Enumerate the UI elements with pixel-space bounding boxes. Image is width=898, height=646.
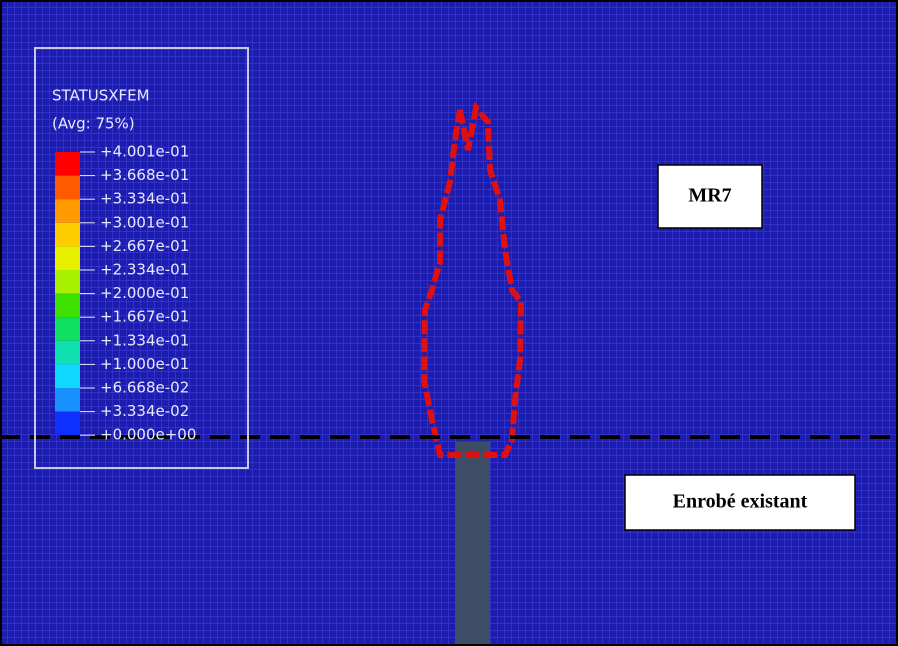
legend-swatch [55, 270, 80, 294]
legend-swatch [55, 293, 80, 318]
legend-swatch [55, 364, 80, 388]
annotation-box [657, 164, 763, 229]
legend-label: +2.667e-01 [100, 237, 189, 255]
legend-label: +1.667e-01 [100, 308, 189, 326]
legend-swatch [55, 199, 80, 223]
annotation-box [624, 474, 856, 531]
legend-label: +3.001e-01 [100, 213, 189, 231]
legend-label: +1.334e-01 [100, 331, 189, 349]
legend-swatch [55, 317, 80, 341]
legend-subtitle: (Avg: 75%) [52, 115, 135, 133]
legend-swatch [55, 340, 80, 365]
legend-label: +6.668e-02 [100, 379, 189, 397]
legend-swatch [55, 388, 80, 412]
legend: STATUSXFEM (Avg: 75%) +4.001e-01 +3.668e-… [34, 47, 249, 469]
legend-label: +2.334e-01 [100, 261, 189, 279]
legend-label: +4.001e-01 [100, 143, 189, 161]
legend-label: +1.000e-01 [100, 355, 189, 373]
legend-label: +3.334e-01 [100, 190, 189, 208]
crack-contour [420, 101, 525, 458]
annotation-label: Enrobé existant [673, 491, 808, 513]
legend-swatch [55, 152, 80, 176]
legend-frame [34, 47, 249, 469]
annotation-label: MR7 [688, 185, 731, 207]
legend-swatch [55, 411, 80, 436]
legend-swatch [55, 246, 80, 270]
legend-label: +3.334e-02 [100, 402, 189, 420]
legend-label: +3.668e-01 [100, 166, 189, 184]
legend-swatch [55, 222, 80, 247]
pile [455, 442, 490, 646]
legend-label: +0.000e+00 [100, 426, 196, 444]
legend-label: +2.000e-01 [100, 284, 189, 302]
legend-swatch [55, 175, 80, 200]
legend-title: STATUSXFEM [52, 87, 150, 105]
